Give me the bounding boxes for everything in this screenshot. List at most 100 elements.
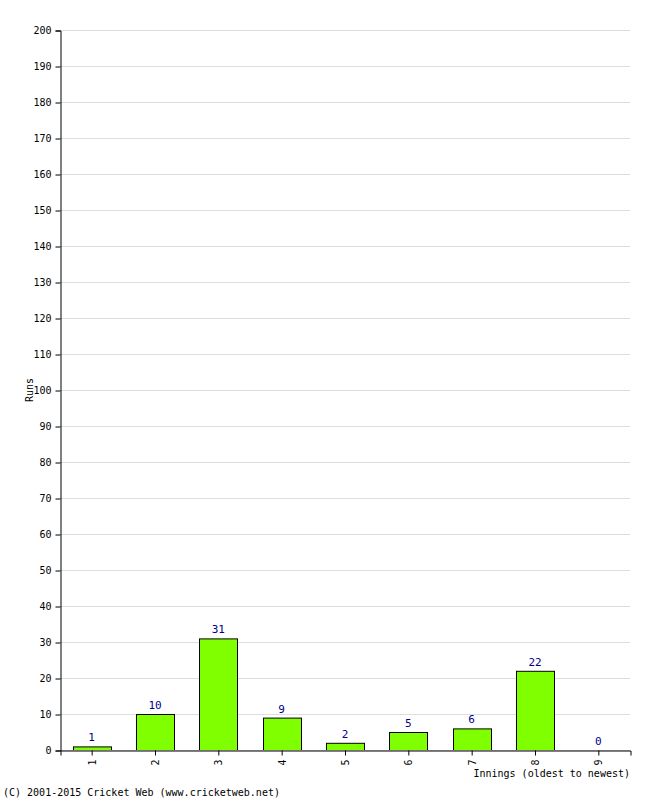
y-tick-mark: [56, 715, 61, 716]
y-axis: 0102030405060708090100110120130140150160…: [33, 25, 61, 756]
y-tick-mark: [56, 247, 61, 248]
y-tick-mark: [56, 31, 61, 32]
y-tick: 180: [33, 97, 60, 108]
bar: [264, 718, 302, 750]
y-tick-label: 140: [33, 241, 51, 252]
grid-line: [60, 498, 630, 499]
bar: [200, 639, 238, 750]
x-tick-mark: [218, 751, 219, 756]
y-tick-mark: [56, 103, 61, 104]
y-tick-mark: [56, 679, 61, 680]
y-tick-mark: [56, 319, 61, 320]
grid-line: [60, 210, 630, 211]
y-tick-mark: [56, 607, 61, 608]
x-tick-mark: [92, 751, 93, 756]
data-label: 5: [405, 717, 412, 730]
data-label: 31: [212, 623, 225, 636]
y-tick: 130: [33, 277, 60, 288]
y-tick-mark: [56, 67, 61, 68]
bar: [390, 733, 428, 751]
x-tick: 8: [530, 751, 541, 766]
data-label: 10: [148, 699, 161, 712]
bar: [327, 743, 365, 750]
grid: [60, 31, 630, 751]
data-label: 1: [88, 731, 95, 744]
y-tick: 150: [33, 205, 60, 216]
grid-line: [60, 174, 630, 175]
grid-line: [60, 354, 630, 355]
y-tick-label: 90: [39, 421, 51, 432]
y-tick-label: 150: [33, 205, 51, 216]
y-tick-label: 170: [33, 133, 51, 144]
y-tick: 140: [33, 241, 60, 252]
y-tick: 90: [39, 421, 60, 432]
x-tick-label: 3: [213, 760, 224, 766]
background: [0, 0, 650, 800]
y-tick-label: 50: [39, 565, 51, 576]
annotation: (C) 2001-2015 Cricket Web (www.cricketwe…: [3, 787, 280, 798]
grid-line: [60, 606, 630, 607]
y-tick-label: 60: [39, 529, 51, 540]
y-axis-title: Runs: [24, 378, 35, 402]
grid-line: [60, 426, 630, 427]
x-tick: 9: [593, 751, 604, 766]
x-axis-line: [61, 751, 631, 756]
grid-line: [60, 570, 630, 571]
y-tick-mark: [56, 175, 61, 176]
grid-line: [60, 282, 630, 283]
y-tick-mark: [56, 427, 61, 428]
y-tick-label: 0: [45, 745, 51, 756]
x-tick-mark: [345, 751, 346, 756]
x-tick: 6: [403, 751, 414, 766]
y-tick: 40: [39, 601, 60, 612]
bar: [454, 729, 492, 750]
y-tick: 80: [39, 457, 60, 468]
x-tick: 7: [467, 751, 478, 766]
bar: [517, 671, 555, 750]
bar: [74, 747, 112, 750]
y-tick-label: 30: [39, 637, 51, 648]
y-tick: 110: [33, 349, 60, 360]
y-tick: 160: [33, 169, 60, 180]
y-tick-label: 40: [39, 601, 51, 612]
x-tick-mark: [408, 751, 409, 756]
y-tick-label: 80: [39, 457, 51, 468]
y-tick: 70: [39, 493, 60, 504]
grid-line: [60, 102, 630, 103]
y-tick-mark: [56, 211, 61, 212]
data-label: 2: [342, 728, 349, 741]
grid-line: [60, 534, 630, 535]
x-tick-label: 7: [467, 760, 478, 766]
y-tick-label: 10: [39, 709, 51, 720]
y-tick-label: 130: [33, 277, 51, 288]
x-tick: 4: [277, 751, 288, 766]
y-tick: 50: [39, 565, 60, 576]
y-tick-label: 190: [33, 61, 51, 72]
x-tick-label: 6: [403, 760, 414, 766]
y-tick: 60: [39, 529, 60, 540]
y-tick: 120: [33, 313, 60, 324]
data-label: 6: [468, 713, 475, 726]
y-tick: 20: [39, 673, 60, 684]
x-tick-label: 9: [593, 760, 604, 766]
x-tick: 5: [340, 751, 351, 766]
y-tick-label: 110: [33, 349, 51, 360]
y-tick: 190: [33, 61, 60, 72]
x-tick-mark: [155, 751, 156, 756]
y-tick: 0: [45, 745, 60, 756]
y-tick-label: 180: [33, 97, 51, 108]
x-tick: 1: [87, 751, 98, 766]
grid-line: [60, 138, 630, 139]
data-label: 0: [595, 735, 602, 748]
y-tick-mark: [56, 535, 61, 536]
y-tick-mark: [56, 751, 61, 752]
y-tick-mark: [56, 463, 61, 464]
y-tick-label: 20: [39, 673, 51, 684]
y-tick: 10: [39, 709, 60, 720]
grid-line: [60, 66, 630, 67]
y-tick-mark: [56, 283, 61, 284]
x-tick-label: 8: [530, 760, 541, 766]
y-tick-label: 70: [39, 493, 51, 504]
x-tick-label: 2: [150, 760, 161, 766]
y-tick-mark: [56, 499, 61, 500]
